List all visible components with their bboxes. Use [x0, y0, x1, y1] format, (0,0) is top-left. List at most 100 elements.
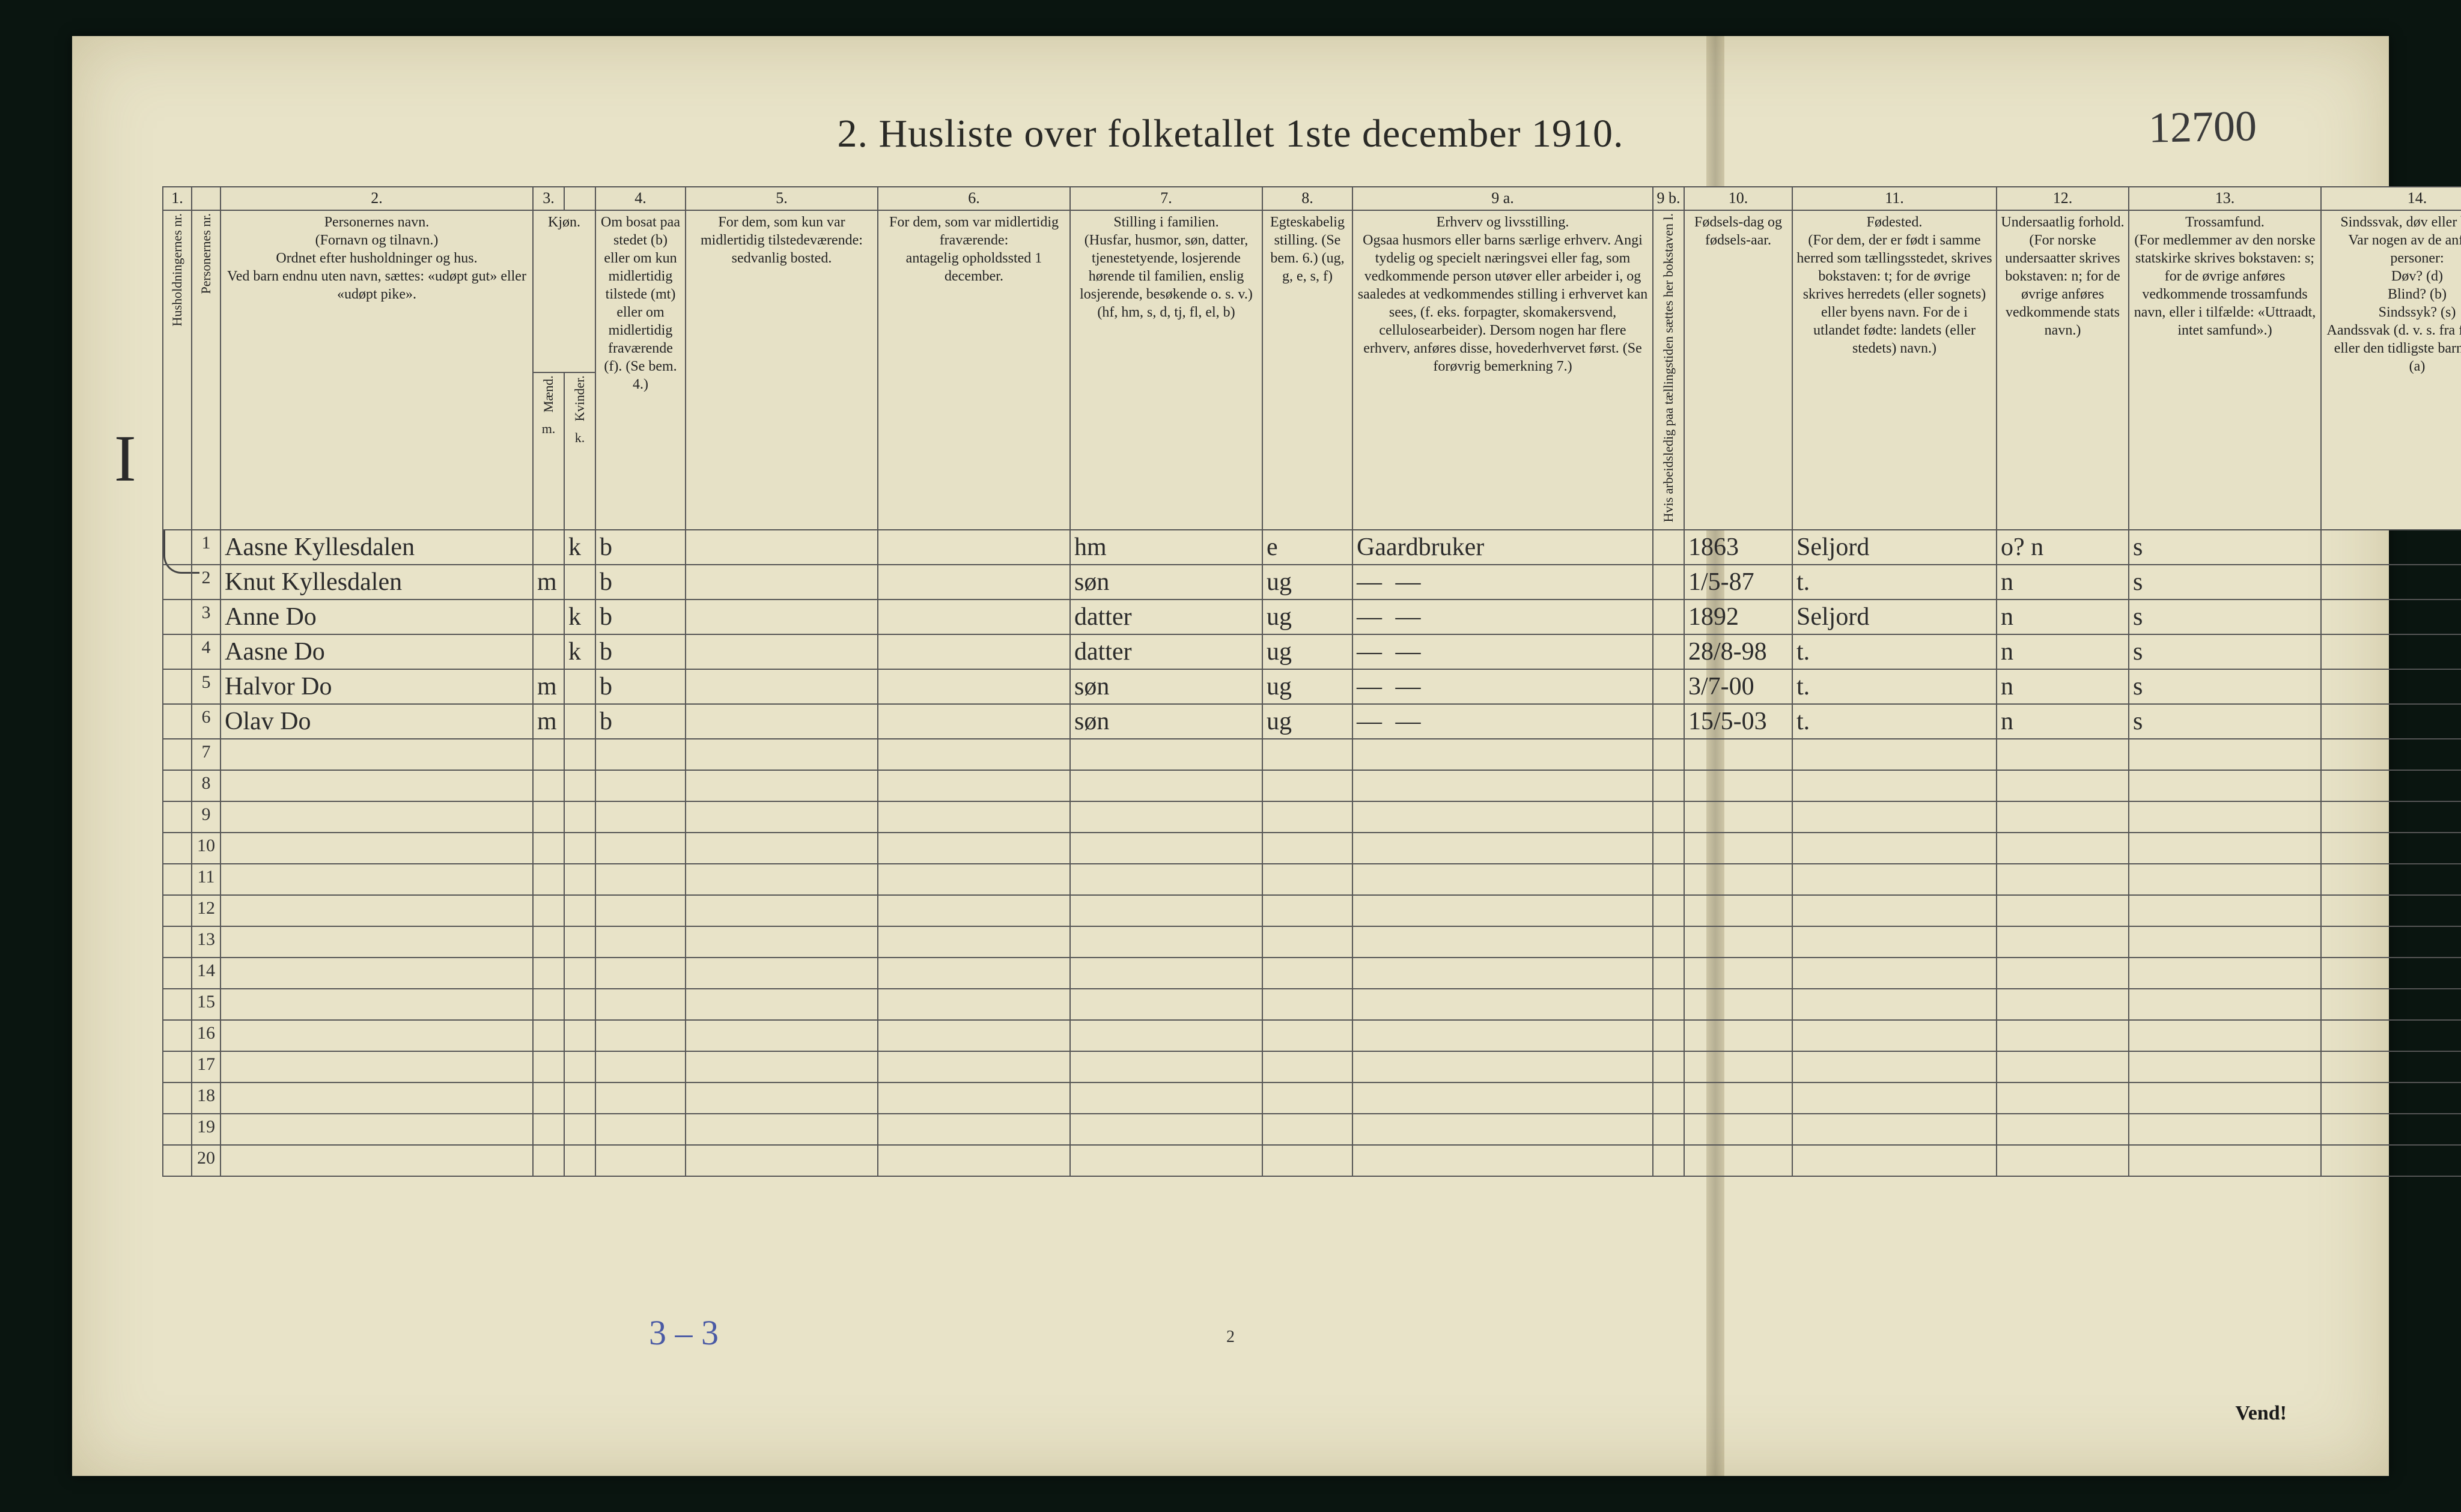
cell: n — [1997, 669, 2129, 704]
table-row: 11 — [163, 864, 2461, 895]
cell — [1997, 801, 2129, 833]
cell: k — [564, 600, 595, 634]
cell — [2321, 864, 2461, 895]
cell — [1684, 958, 1792, 989]
cell: datter — [1070, 634, 1262, 669]
cell — [533, 958, 564, 989]
col-number: 14. — [2321, 187, 2461, 210]
col-number: 12. — [1997, 187, 2129, 210]
cell — [1792, 926, 1997, 958]
cell — [2321, 1051, 2461, 1082]
cell — [686, 958, 878, 989]
census-table: 1.2.3.4.5.6.7.8.9 a.9 b.10.11.12.13.14. … — [162, 186, 2461, 1177]
cell — [2129, 864, 2321, 895]
cell: n — [1997, 704, 2129, 739]
cell — [533, 895, 564, 926]
cell — [2129, 989, 2321, 1020]
col-header: Personernes nr. — [192, 210, 221, 530]
cell — [878, 895, 1070, 926]
cell: Aasne Do — [221, 634, 533, 669]
cell — [1070, 801, 1262, 833]
cell — [1997, 770, 2129, 801]
table-row: 13 — [163, 926, 2461, 958]
cell — [564, 895, 595, 926]
cell — [564, 669, 595, 704]
cell — [1352, 989, 1653, 1020]
cell — [163, 1020, 192, 1051]
cell — [1352, 770, 1653, 801]
cell — [2129, 1020, 2321, 1051]
cell — [686, 565, 878, 600]
cell: 4 — [192, 634, 221, 669]
cell: 15/5-03 — [1684, 704, 1792, 739]
cell — [1653, 1114, 1684, 1145]
cell — [1997, 1114, 2129, 1145]
cell: Gaardbruker — [1352, 530, 1653, 565]
cell: s — [2129, 565, 2321, 600]
cell — [878, 600, 1070, 634]
cell — [2321, 739, 2461, 770]
cell — [595, 770, 686, 801]
cell — [1352, 1051, 1653, 1082]
cell — [1997, 958, 2129, 989]
cell — [1653, 565, 1684, 600]
table-row: 5Halvor Dombsønug— —3/7-00t.ns — [163, 669, 2461, 704]
cell — [1792, 833, 1997, 864]
cell — [163, 600, 192, 634]
cell — [686, 1020, 878, 1051]
cell — [595, 1082, 686, 1114]
cell: 15 — [192, 989, 221, 1020]
cell: b — [595, 634, 686, 669]
cell — [1262, 1020, 1352, 1051]
cell — [1997, 1020, 2129, 1051]
cell: o? n — [1997, 530, 2129, 565]
cell — [564, 989, 595, 1020]
cell — [1684, 864, 1792, 895]
cell: n — [1997, 565, 2129, 600]
cell — [163, 770, 192, 801]
cell: s — [2129, 704, 2321, 739]
cell — [1684, 895, 1792, 926]
table-row: 15 — [163, 989, 2461, 1020]
cell: ug — [1262, 600, 1352, 634]
cell — [1262, 833, 1352, 864]
cell — [1653, 669, 1684, 704]
cell: t. — [1792, 565, 1997, 600]
printed-page-number: 2 — [72, 1328, 2389, 1347]
cell — [686, 669, 878, 704]
cell — [533, 1051, 564, 1082]
cell — [221, 989, 533, 1020]
cell: s — [2129, 600, 2321, 634]
cell — [163, 864, 192, 895]
vend-label: Vend! — [2235, 1402, 2287, 1425]
cell: søn — [1070, 565, 1262, 600]
cell: t. — [1792, 669, 1997, 704]
cell — [1792, 1051, 1997, 1082]
cell — [878, 864, 1070, 895]
cell — [1070, 1082, 1262, 1114]
cell — [1653, 1145, 1684, 1176]
cell — [686, 801, 878, 833]
cell — [221, 770, 533, 801]
cell — [1792, 801, 1997, 833]
cell — [564, 565, 595, 600]
cell — [564, 864, 595, 895]
cell — [221, 801, 533, 833]
cell — [1070, 864, 1262, 895]
cell — [595, 1145, 686, 1176]
cell — [533, 1020, 564, 1051]
cell: — — — [1352, 669, 1653, 704]
cell — [878, 1051, 1070, 1082]
cell — [163, 989, 192, 1020]
cell: n — [1997, 634, 2129, 669]
cell — [1262, 770, 1352, 801]
cell — [1684, 1145, 1792, 1176]
cell — [1352, 833, 1653, 864]
cell: 20 — [192, 1145, 221, 1176]
cell — [163, 1082, 192, 1114]
cell — [163, 1145, 192, 1176]
cell — [1792, 1114, 1997, 1145]
cell — [2129, 1114, 2321, 1145]
col-number: 6. — [878, 187, 1070, 210]
cell — [1653, 864, 1684, 895]
